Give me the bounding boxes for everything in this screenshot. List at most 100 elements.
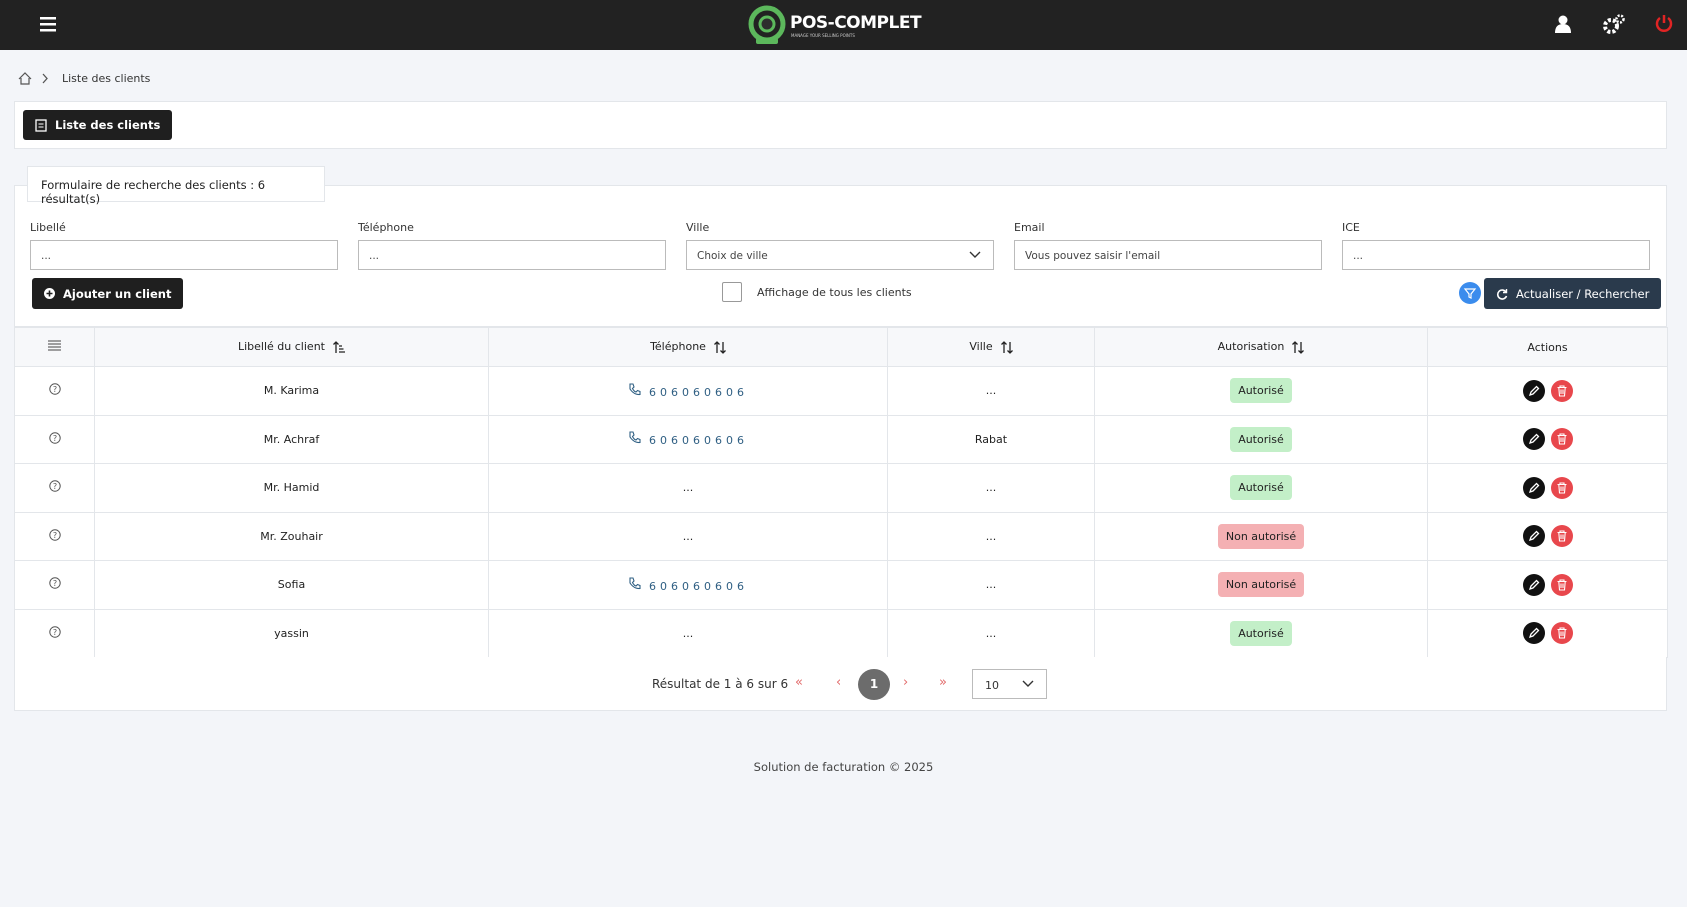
- name-cell: yassin: [94, 608, 489, 658]
- delete-button[interactable]: [1550, 476, 1573, 499]
- status-badge: Autorisé: [1230, 620, 1292, 646]
- edit-button[interactable]: [1522, 573, 1545, 596]
- edit-button[interactable]: [1522, 525, 1545, 548]
- actions-cell: [1427, 560, 1668, 610]
- breadcrumb-current: Liste des clients: [62, 72, 151, 85]
- refresh-icon: [1496, 288, 1508, 300]
- filter-reset[interactable]: [1459, 282, 1481, 304]
- phone-cell: 606060606: [488, 366, 888, 416]
- show-all-label: Affichage de tous les clients: [757, 286, 912, 299]
- delete-button[interactable]: [1550, 525, 1573, 548]
- svg-text:?: ?: [52, 628, 56, 637]
- first-page[interactable]: «: [795, 675, 803, 690]
- submit-button-text: Actualiser / Rechercher: [1516, 286, 1650, 301]
- help-cell: ?: [14, 511, 95, 561]
- per-page-select[interactable]: 10: [972, 669, 1047, 699]
- phone-cell: ...: [488, 608, 888, 658]
- delete-button[interactable]: [1550, 622, 1573, 645]
- field-input[interactable]: ...: [30, 240, 338, 270]
- phone-value: ...: [682, 481, 694, 495]
- user-icon[interactable]: [1555, 15, 1571, 33]
- field-placeholder: ...: [41, 250, 52, 262]
- field-placeholder: Choix de ville: [697, 250, 768, 262]
- show-all-checkbox[interactable]: [722, 282, 742, 302]
- table-row: ? Sofia 606060606... Non autorisé: [14, 560, 1668, 610]
- field-input[interactable]: ...: [358, 240, 666, 270]
- power-icon[interactable]: [1655, 14, 1673, 33]
- current-page[interactable]: 1: [858, 669, 890, 700]
- table-row: ? yassin...... Autorisé: [14, 608, 1668, 658]
- table-row: ? M. Karima 606060606... Autorisé: [14, 366, 1668, 416]
- table-header: Libellé du client Téléphone Ville Autorisat…: [14, 327, 1668, 367]
- edit-button[interactable]: [1522, 622, 1545, 645]
- plus-icon: [44, 288, 55, 299]
- phone-value: 606060606: [649, 434, 748, 448]
- field-input[interactable]: ...: [1342, 240, 1650, 270]
- table-row: ? Mr. Zouhair...... Non autorisé: [14, 511, 1668, 561]
- field-label: Libellé: [30, 221, 66, 234]
- field-input[interactable]: Vous pouvez saisir l'email: [1014, 240, 1322, 270]
- sort-icon[interactable]: [325, 340, 345, 353]
- delete-button[interactable]: [1550, 428, 1573, 451]
- city-cell: ...: [887, 560, 1095, 610]
- sort-icon[interactable]: [706, 340, 726, 354]
- phone-icon: [628, 383, 641, 399]
- svg-text:?: ?: [52, 579, 56, 588]
- actions-cell: [1427, 366, 1668, 416]
- header-cell: Libellé du client: [94, 327, 489, 367]
- phone-value: 606060606: [649, 385, 748, 399]
- status-badge: Non autorisé: [1217, 572, 1305, 598]
- help-cell: ?: [14, 414, 95, 464]
- home-icon[interactable]: [18, 72, 32, 85]
- sort-icon[interactable]: [1284, 340, 1305, 354]
- columns-icon[interactable]: [48, 340, 61, 351]
- menu-icon[interactable]: [40, 16, 60, 34]
- title-panel: [14, 101, 1667, 149]
- name-cell: M. Karima: [94, 366, 489, 416]
- city-cell: ...: [887, 463, 1095, 513]
- column-label: Ville: [969, 340, 993, 354]
- field-label: ICE: [1342, 221, 1360, 234]
- status-badge: Autorisé: [1230, 378, 1292, 404]
- last-page[interactable]: »: [939, 675, 947, 690]
- field-placeholder: ...: [369, 250, 380, 262]
- field-placeholder: Vous pouvez saisir l'email: [1025, 250, 1161, 262]
- phone-cell: 606060606: [488, 414, 888, 464]
- phone-cell: 606060606: [488, 560, 888, 610]
- delete-button[interactable]: [1550, 573, 1573, 596]
- name-cell: Mr. Hamid: [94, 463, 489, 513]
- status-cell: Autorisé: [1094, 366, 1428, 416]
- field-input[interactable]: Choix de ville: [686, 240, 994, 270]
- page-button-text: Liste des clients: [55, 118, 161, 132]
- edit-button[interactable]: [1522, 428, 1545, 451]
- edit-button[interactable]: [1522, 379, 1545, 402]
- city-cell: ...: [887, 511, 1095, 561]
- column-label: Libellé du client: [238, 340, 325, 354]
- table-row: ? Mr. Achraf 606060606 Rabat Autorisé: [14, 414, 1668, 464]
- top-bar: POS-COMPLET MANAGE YOUR SELLING POINTS: [0, 0, 1687, 50]
- svg-text:?: ?: [52, 482, 56, 491]
- search-title: Formulaire de recherche des clients : 6 …: [27, 166, 325, 206]
- table-row: ? Mr. Hamid...... Autorisé: [14, 463, 1668, 513]
- submit-button[interactable]: Actualiser / Rechercher: [1484, 278, 1662, 309]
- phone-value: ...: [682, 529, 694, 543]
- delete-button[interactable]: [1550, 379, 1573, 402]
- status-cell: Autorisé: [1094, 414, 1428, 464]
- phone-icon: [628, 431, 641, 447]
- header-cell: [14, 327, 95, 367]
- sort-icon[interactable]: [993, 340, 1013, 354]
- table-body: ? M. Karima 606060606... Autorisé? Mr. Achra…: [14, 366, 1668, 658]
- settings-icon[interactable]: [1603, 14, 1625, 34]
- actions-cell: [1427, 463, 1668, 513]
- page-button[interactable]: Liste des clients: [23, 110, 173, 140]
- prev-page[interactable]: ‹: [836, 675, 842, 690]
- edit-button[interactable]: [1522, 476, 1545, 499]
- svg-text:?: ?: [52, 434, 56, 443]
- status-cell: Autorisé: [1094, 608, 1428, 658]
- add-button[interactable]: Ajouter un client: [32, 278, 184, 309]
- status-badge: Autorisé: [1230, 426, 1292, 452]
- help-cell: ?: [14, 608, 95, 658]
- help-cell: ?: [14, 463, 95, 513]
- next-page[interactable]: ›: [903, 675, 909, 690]
